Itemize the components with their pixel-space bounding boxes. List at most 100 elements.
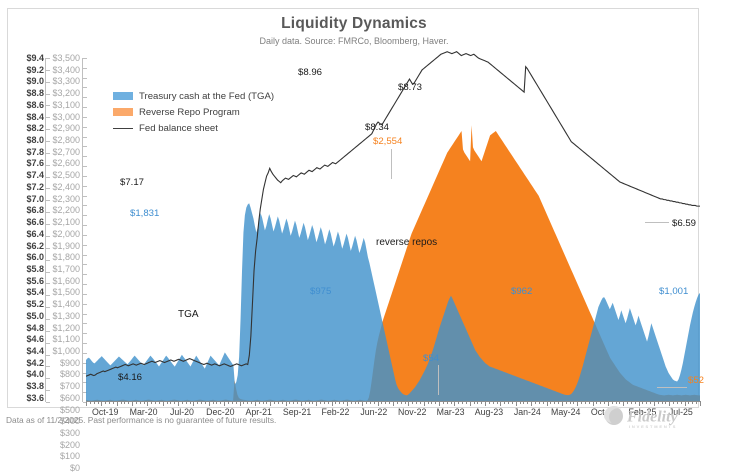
x-axis: Oct-19 Mar-20 Jul-20 Dec-20 Apr-21 Sep-21 Feb-… (86, 401, 701, 421)
x-axis-minor-tick (584, 401, 586, 404)
x-axis-minor-tick (396, 401, 398, 404)
leader-line-52 (657, 387, 687, 388)
x-tick-label: Feb-25 (628, 407, 657, 417)
x-axis-minor-tick (615, 401, 617, 404)
y-axis-minor-tick (83, 244, 87, 246)
y-axis-minor-tick (46, 81, 50, 83)
x-axis-minor-tick (212, 401, 214, 404)
annotation-tga-54: $54 (423, 353, 440, 364)
y-tick-label: $3,500 (52, 53, 80, 63)
y-tick-label: $2,400 (52, 181, 80, 192)
annotation-tga-962: $962 (511, 286, 533, 297)
x-axis-minor-tick (619, 401, 621, 404)
x-axis-minor-tick (320, 401, 322, 404)
y-tick-label: $2,800 (52, 135, 80, 146)
x-axis-minor-tick (143, 401, 145, 404)
y-tick-label: $3,200 (52, 88, 80, 99)
y-axis-minor-tick (83, 185, 87, 187)
y-axis-minor-tick (83, 67, 87, 69)
y-tick-label: $6.4 (26, 228, 44, 239)
y-axis-minor-tick (83, 215, 87, 217)
y-tick-label: $6.8 (26, 205, 44, 216)
x-axis-minor-tick (442, 401, 444, 404)
y-tick-label: $1,500 (52, 287, 80, 298)
x-axis-minor-tick (488, 401, 490, 404)
x-axis-minor-tick (462, 401, 464, 404)
y-tick-label: $2,200 (52, 205, 80, 216)
y-tick-label: $700 (59, 381, 80, 392)
leader-line-54 (438, 365, 439, 395)
y-tick-label: $100 (59, 451, 80, 462)
y-axis-minor-tick (83, 254, 87, 256)
leader-line-659 (645, 222, 669, 223)
x-axis-minor-tick (185, 401, 187, 404)
y-axis-minor-tick (46, 378, 50, 380)
x-axis-minor-tick (189, 401, 191, 404)
y-tick-label: $3,100 (52, 99, 80, 110)
x-axis-minor-tick (354, 401, 356, 404)
x-axis-minor-tick (343, 401, 345, 404)
leader-line-2554 (391, 149, 392, 179)
y-tick-label: $1,300 (52, 310, 80, 321)
y-axis-minor-tick (83, 402, 87, 403)
x-axis-minor-tick (638, 401, 640, 406)
x-tick-label: Mar-20 (129, 407, 158, 417)
y-tick-label: $1,900 (52, 240, 80, 251)
y-tick-label: $300 (59, 428, 80, 438)
x-axis-minor-tick (423, 401, 425, 406)
x-axis-minor-tick (235, 401, 237, 404)
chart-subtitle: Daily data. Source: FMRCo, Bloomberg, Ha… (259, 36, 449, 46)
y-axis-minor-tick (46, 366, 50, 368)
x-axis-minor-tick (231, 401, 233, 404)
x-axis-minor-tick (112, 401, 114, 404)
y-axis-minor-tick (46, 330, 50, 332)
y-tick-label: $1,000 (52, 345, 80, 356)
x-axis-minor-tick (481, 401, 483, 404)
y-axis-minor-tick (83, 136, 87, 138)
y-tick-label: $900 (59, 357, 80, 368)
y-axis-minor-tick (83, 293, 87, 295)
x-axis-minor-tick (439, 401, 441, 406)
y-tick-label: $6.2 (26, 240, 44, 251)
x-axis-minor-tick (369, 401, 371, 404)
x-axis-minor-tick (109, 401, 111, 404)
x-axis-minor-tick (312, 401, 314, 404)
x-axis-minor-tick (308, 401, 310, 404)
x-axis-minor-tick (274, 401, 276, 404)
y-tick-label: $0 (69, 463, 80, 474)
legend-item-fed-balance-sheet[interactable]: Fed balance sheet (113, 121, 274, 135)
y-tick-label: $1,800 (52, 252, 80, 263)
y-axis-minor-tick (46, 188, 50, 190)
x-axis-minor-tick (665, 401, 667, 404)
y-axis-minor-tick (46, 354, 50, 356)
x-axis-minor-tick (120, 401, 122, 404)
x-axis-minor-tick (281, 401, 283, 404)
y-tick-label: $4.4 (26, 345, 44, 356)
y-axis-minor-tick (83, 166, 87, 168)
annotation-tga-1001: $1,001 (659, 286, 689, 297)
y-axis-minor-tick (46, 402, 50, 403)
y-tick-label: $800 (59, 369, 80, 380)
x-axis-minor-tick (515, 401, 517, 406)
y-tick-label: $2,900 (52, 123, 80, 134)
x-axis-minor-tick (611, 401, 613, 404)
x-tick-label: Feb-22 (321, 407, 350, 417)
x-axis-minor-tick (492, 401, 494, 404)
x-axis-minor-tick (201, 401, 203, 404)
x-axis-minor-tick (277, 401, 279, 404)
x-axis-minor-tick (592, 401, 594, 406)
x-axis-minor-tick (534, 401, 536, 404)
x-tick-label: Jan-24 (513, 407, 541, 417)
series-fed-balance-sheet-line (86, 51, 700, 377)
x-tick-label: May-24 (551, 407, 581, 417)
x-axis-minor-tick (588, 401, 590, 404)
legend-line-fed-balance-sheet (113, 127, 133, 129)
x-axis-minor-tick (162, 401, 164, 406)
annotation-tga-975: $975 (310, 286, 332, 297)
x-axis-minor-tick (465, 401, 467, 404)
legend-item-reverse-repo[interactable]: Reverse Repo Program (113, 105, 274, 119)
x-axis-minor-tick (692, 401, 694, 404)
y-tick-label: $8.2 (26, 123, 44, 134)
legend-item-tga[interactable]: Treasury cash at the Fed (TGA) (113, 89, 274, 103)
x-axis-minor-tick (128, 401, 130, 404)
